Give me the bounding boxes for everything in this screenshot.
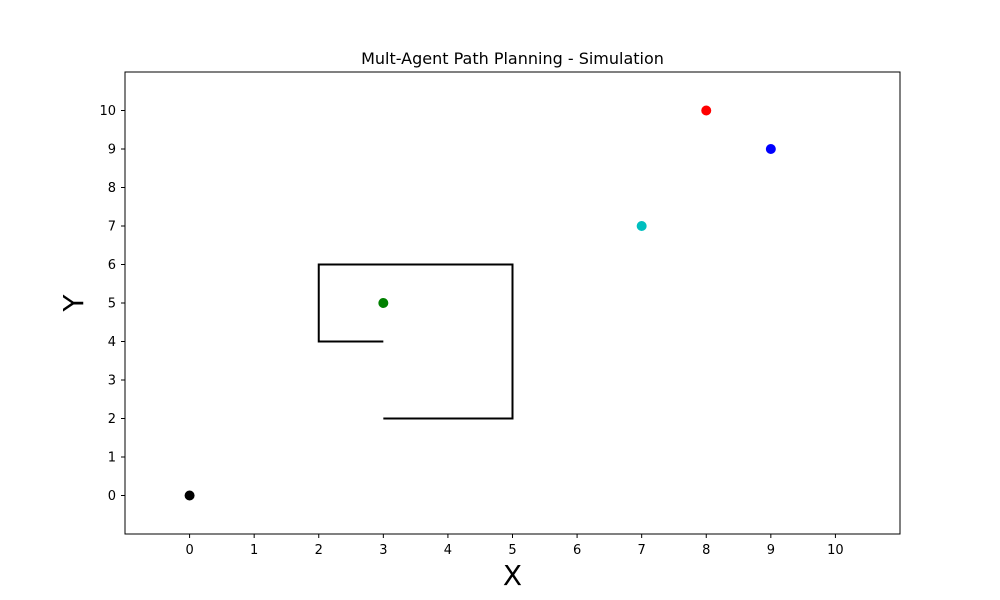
y-tick-label: 8 — [108, 181, 116, 196]
y-tick-label: 1 — [108, 451, 116, 466]
y-tick-label: 2 — [108, 412, 116, 427]
y-tick-label: 0 — [108, 489, 116, 504]
x-axis-ticks: 0 1 2 3 4 5 6 7 8 9 10 — [185, 534, 844, 558]
x-tick-label: 3 — [379, 543, 387, 558]
agent-point — [765, 144, 776, 154]
agent-point — [184, 490, 195, 501]
obstacle-wall — [317, 263, 514, 420]
x-tick-label: 6 — [573, 543, 581, 558]
x-tick-label: 2 — [315, 543, 323, 558]
agent-layer — [184, 105, 776, 501]
agent-point — [636, 221, 647, 231]
x-tick-label: 10 — [827, 543, 844, 558]
y-tick-label: 9 — [108, 143, 116, 158]
y-tick-label: 3 — [108, 374, 116, 389]
x-tick-label: 7 — [638, 543, 646, 558]
x-tick-label: 5 — [508, 543, 516, 558]
y-tick-label: 7 — [108, 220, 116, 235]
agent-point — [378, 298, 389, 308]
y-tick-label: 4 — [108, 335, 116, 350]
y-axis-label: Y — [57, 294, 90, 313]
y-axis-ticks: 0 1 2 3 4 5 6 7 8 9 10 — [99, 104, 125, 504]
x-tick-label: 4 — [444, 543, 452, 558]
x-tick-label: 1 — [250, 543, 258, 558]
y-tick-label: 6 — [108, 258, 116, 273]
x-tick-label: 9 — [767, 543, 775, 558]
x-axis-label: X — [503, 559, 522, 592]
x-tick-label: 8 — [702, 543, 710, 558]
x-tick-label: 0 — [185, 543, 193, 558]
y-tick-label: 5 — [108, 297, 116, 312]
chart-title: Mult-Agent Path Planning - Simulation — [361, 49, 664, 68]
y-tick-label: 10 — [99, 104, 116, 119]
agent-point — [701, 105, 712, 116]
obstacle-layer — [317, 263, 514, 420]
